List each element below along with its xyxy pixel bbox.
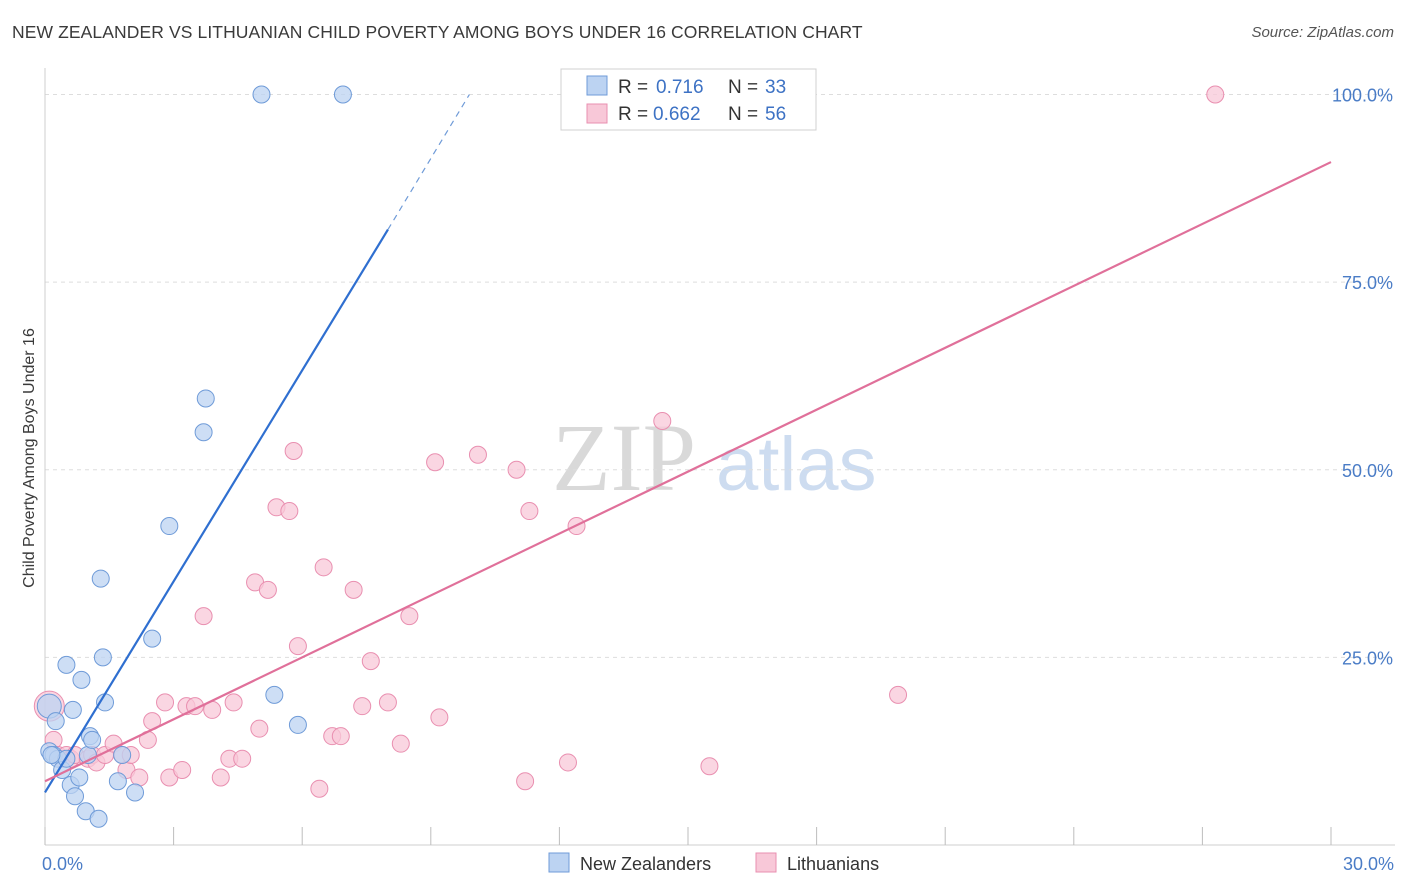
lt-point-20 xyxy=(173,760,192,779)
nz-trend-line xyxy=(44,229,389,794)
x-tick-label-0: 0.0% xyxy=(42,854,83,874)
y-tick-label-3: 100.0% xyxy=(1332,86,1393,106)
lt-point-55 xyxy=(700,757,719,776)
lt-point-37 xyxy=(314,558,333,577)
lt-point-42 xyxy=(361,652,380,671)
legend-n-label-2: N = xyxy=(728,104,758,125)
lt-point-45 xyxy=(400,607,419,626)
lt-point-50 xyxy=(520,502,539,521)
y-axis-label: Child Poverty Among Boys Under 16 xyxy=(21,328,38,588)
lt-point-31 xyxy=(258,580,277,599)
nz-point-6 xyxy=(57,655,76,674)
lt-point-30 xyxy=(250,719,269,738)
nz-point-18 xyxy=(91,569,110,588)
bottom-legend-label-new-zealanders: New Zealanders xyxy=(580,854,711,874)
lt-point-34 xyxy=(284,441,303,460)
nz-point-17 xyxy=(89,809,108,828)
nz-point-32 xyxy=(42,745,61,764)
lt-point-44 xyxy=(391,734,410,753)
lt-point-28 xyxy=(233,749,252,768)
lt-point-25 xyxy=(211,768,230,787)
lt-point-23 xyxy=(194,607,213,626)
nz-point-10 xyxy=(66,787,85,806)
lt-point-40 xyxy=(344,580,363,599)
lt-point-39 xyxy=(331,727,350,746)
nz-point-25 xyxy=(160,517,179,536)
chart-title: NEW ZEALANDER VS LITHUANIAN CHILD POVERT… xyxy=(12,22,863,42)
lt-trend-line xyxy=(44,161,1332,783)
nz-point-11 xyxy=(70,768,89,787)
bottom-legend-swatch-pink xyxy=(755,852,777,873)
y-tick-label-2: 75.0% xyxy=(1342,273,1393,293)
new-zealanders-points xyxy=(36,85,352,828)
bottom-legend: New Zealanders Lithuanians xyxy=(548,852,879,874)
lt-point-15 xyxy=(130,768,149,787)
bottom-legend-swatch-blue xyxy=(548,852,570,873)
lt-point-35 xyxy=(288,637,307,656)
legend-r-label-2: R = xyxy=(618,104,648,125)
nz-point-31 xyxy=(333,85,352,104)
legend-r-label-1: R = xyxy=(618,77,648,98)
legend: R = 0.716 N = 33 R = 0.662 N = 56 xyxy=(560,68,817,131)
y-tick-label-1: 50.0% xyxy=(1342,461,1393,481)
lt-point-43 xyxy=(378,693,397,712)
lt-point-27 xyxy=(224,693,243,712)
x-tick-label-1: 30.0% xyxy=(1343,854,1394,874)
trend-lines xyxy=(44,94,1332,794)
lt-point-18 xyxy=(156,693,175,712)
y-tick-label-0: 25.0% xyxy=(1342,648,1393,668)
lt-point-41 xyxy=(353,697,372,716)
grid-lines xyxy=(45,94,1391,658)
legend-r-value-1: 0.716 xyxy=(656,77,704,98)
legend-n-label-1: N = xyxy=(728,77,758,98)
nz-point-16 xyxy=(83,730,102,749)
bottom-legend-label-lithuanians: Lithuanians xyxy=(787,854,879,874)
lt-point-49 xyxy=(507,460,526,479)
lt-point-52 xyxy=(558,753,577,772)
nz-point-19 xyxy=(93,648,112,667)
legend-swatch-pink xyxy=(586,103,608,124)
legend-n-value-2: 56 xyxy=(765,104,786,125)
lt-point-36 xyxy=(310,779,329,798)
nz-point-29 xyxy=(288,715,307,734)
legend-r-value-2: 0.662 xyxy=(653,104,701,125)
legend-n-value-1: 33 xyxy=(765,77,786,98)
lt-point-57 xyxy=(889,685,908,704)
legend-swatch-blue xyxy=(586,75,608,96)
nz-point-26 xyxy=(194,423,213,442)
nz-point-22 xyxy=(113,745,132,764)
watermark-atlas: atlas xyxy=(716,422,877,507)
nz-point-9 xyxy=(63,700,82,719)
watermark-zip: ZIP xyxy=(552,404,696,511)
nz-point-27 xyxy=(196,389,215,408)
nz-point-21 xyxy=(108,772,127,791)
lt-point-33 xyxy=(280,502,299,521)
lt-point-48 xyxy=(468,445,487,464)
lt-point-54 xyxy=(653,411,672,430)
nz-point-30 xyxy=(252,85,271,104)
lt-point-51 xyxy=(516,772,535,791)
lt-point-58 xyxy=(1206,85,1225,104)
nz-trend-extension xyxy=(387,94,470,230)
lt-point-46 xyxy=(426,453,445,472)
nz-point-23 xyxy=(126,783,145,802)
nz-point-12 xyxy=(72,670,91,689)
y-tick-labels: 25.0% 50.0% 75.0% 100.0% xyxy=(1332,86,1393,669)
nz-point-28 xyxy=(265,685,284,704)
lt-point-47 xyxy=(430,708,449,727)
source-label: Source: ZipAtlas.com xyxy=(1251,24,1394,41)
x-tick-labels: 0.0% 30.0% xyxy=(42,854,1394,874)
nz-point-3 xyxy=(46,712,65,731)
nz-point-24 xyxy=(143,629,162,648)
